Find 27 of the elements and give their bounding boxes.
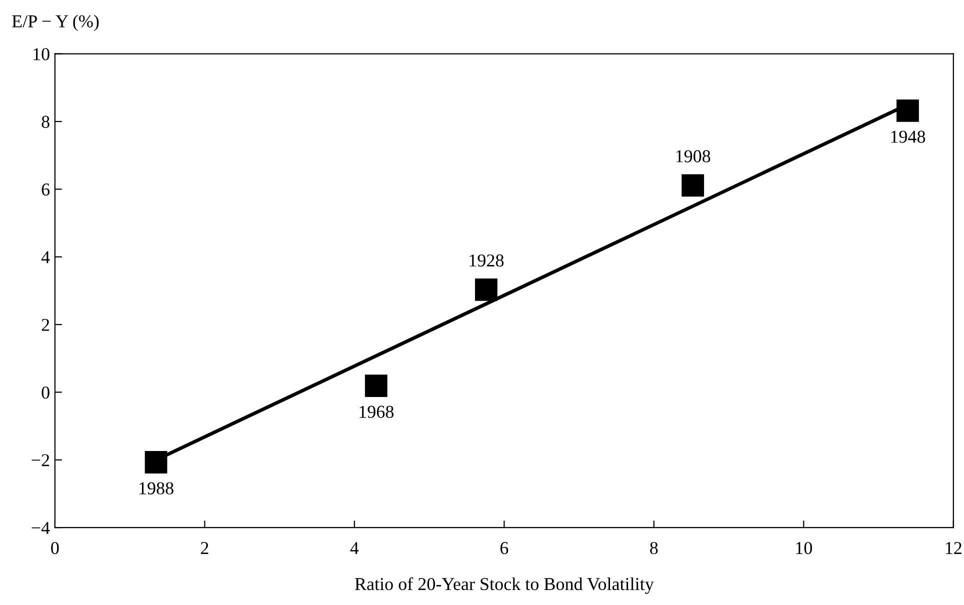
annotation: 1908 (676, 150, 710, 162)
x-tick-label: 0 (51, 542, 59, 554)
y-tick-label: 2 (42, 318, 50, 331)
x-tick-label: 2 (200, 542, 208, 554)
point (475, 278, 498, 301)
annotation: 1988 (140, 482, 174, 494)
x-tick-label: 4 (350, 542, 359, 554)
y-axis-title: E/P − Y (%) (12, 14, 99, 32)
y-tick-label: −4 (32, 522, 50, 534)
x-tick-label: 6 (500, 542, 508, 554)
x-tick-label: 10 (796, 542, 812, 554)
annotation: 1928 (470, 254, 504, 267)
x-tick-label: 8 (650, 542, 658, 554)
annotation: 1968 (360, 406, 394, 418)
y-tick-label: 6 (42, 184, 50, 196)
y-tick-label: 4 (41, 251, 50, 264)
x-axis-title: Ratio of 20-Year Stock to Bond Volatility (354, 577, 654, 594)
point (682, 174, 704, 197)
point (144, 451, 168, 474)
x-tick-label: 12 (946, 542, 962, 554)
y-tick-label: 8 (42, 116, 50, 128)
annotation: 1948 (891, 130, 926, 143)
point (896, 99, 919, 122)
point (364, 374, 388, 397)
y-tick-label: 0 (42, 386, 50, 399)
y-tick-label: 10 (34, 48, 50, 60)
y-tick-label: −2 (32, 454, 50, 466)
